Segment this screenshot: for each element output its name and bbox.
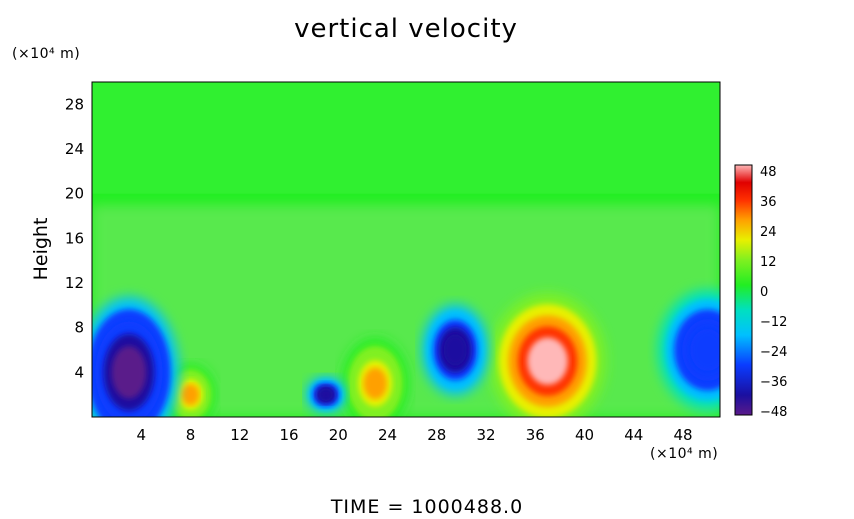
cell-1 [341,338,409,417]
cell-5 [306,376,346,413]
x-tick-label: 44 [624,426,643,444]
x-tick-label: 16 [279,426,298,444]
cell-4-level-4 [443,334,467,366]
cell-5-level-4 [319,388,333,401]
cell-0 [489,293,606,417]
cell-0-level-4 [527,337,568,385]
plot-frame [91,81,721,418]
colorbar-tick-label: 0 [760,285,768,300]
y-tick-label: 4 [74,363,84,381]
x-tick-label: 12 [230,426,249,444]
chart-title: vertical velocity [294,14,518,44]
cell-6-level-4 [690,329,720,371]
time-label: TIME = 1000488.0 [330,496,524,518]
colorbar-tick-label: 36 [760,195,777,210]
x-axis-unit: (×10⁴ m) [650,446,719,462]
x-tick-label: 20 [329,426,348,444]
colorbar-tick-label: −12 [760,315,787,330]
colorbar-tick-label: −36 [760,375,787,390]
y-tick-label: 24 [65,140,84,158]
x-tick-label: 36 [526,426,545,444]
cell-6 [657,289,720,411]
y-axis-unit: (×10⁴ m) [12,46,81,62]
cell-2-level-4 [181,384,200,406]
cell-2 [165,364,216,417]
y-tick-label: 8 [74,319,84,337]
x-tick-label: 8 [186,426,196,444]
x-tick-label: 28 [427,426,446,444]
x-tick-label: 40 [575,426,594,444]
y-tick-label: 16 [65,229,84,247]
cell-3 [92,296,179,417]
colorbar-tick-label: 48 [760,165,777,180]
cell-3-level-4 [111,346,147,399]
colorbar [734,164,753,416]
y-tick-label: 12 [65,274,84,292]
colorbar-tick-label: −24 [760,345,787,360]
colorbar-tick-label: 12 [760,255,777,270]
x-tick-label: 24 [378,426,397,444]
y-tick-label: 28 [65,95,84,113]
colorbar-tick-label: 24 [760,225,777,240]
cell-4 [422,304,489,396]
colorbar-tick-label: −48 [760,405,787,420]
cell-1-level-4 [363,367,387,400]
x-tick-label: 4 [136,426,146,444]
upper-layer [92,82,720,194]
y-tick-label: 20 [65,185,84,203]
x-tick-label: 48 [674,426,693,444]
x-tick-label: 32 [476,426,495,444]
